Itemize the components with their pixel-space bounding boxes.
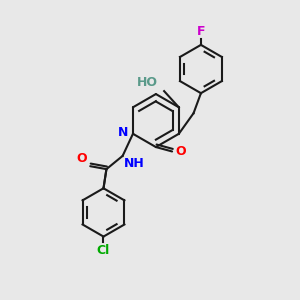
Text: NH: NH [124, 158, 145, 170]
Text: N: N [118, 126, 128, 139]
Text: F: F [197, 25, 205, 38]
Text: O: O [176, 145, 186, 158]
Text: HO: HO [136, 76, 158, 89]
Text: O: O [76, 152, 87, 165]
Text: Cl: Cl [97, 244, 110, 257]
